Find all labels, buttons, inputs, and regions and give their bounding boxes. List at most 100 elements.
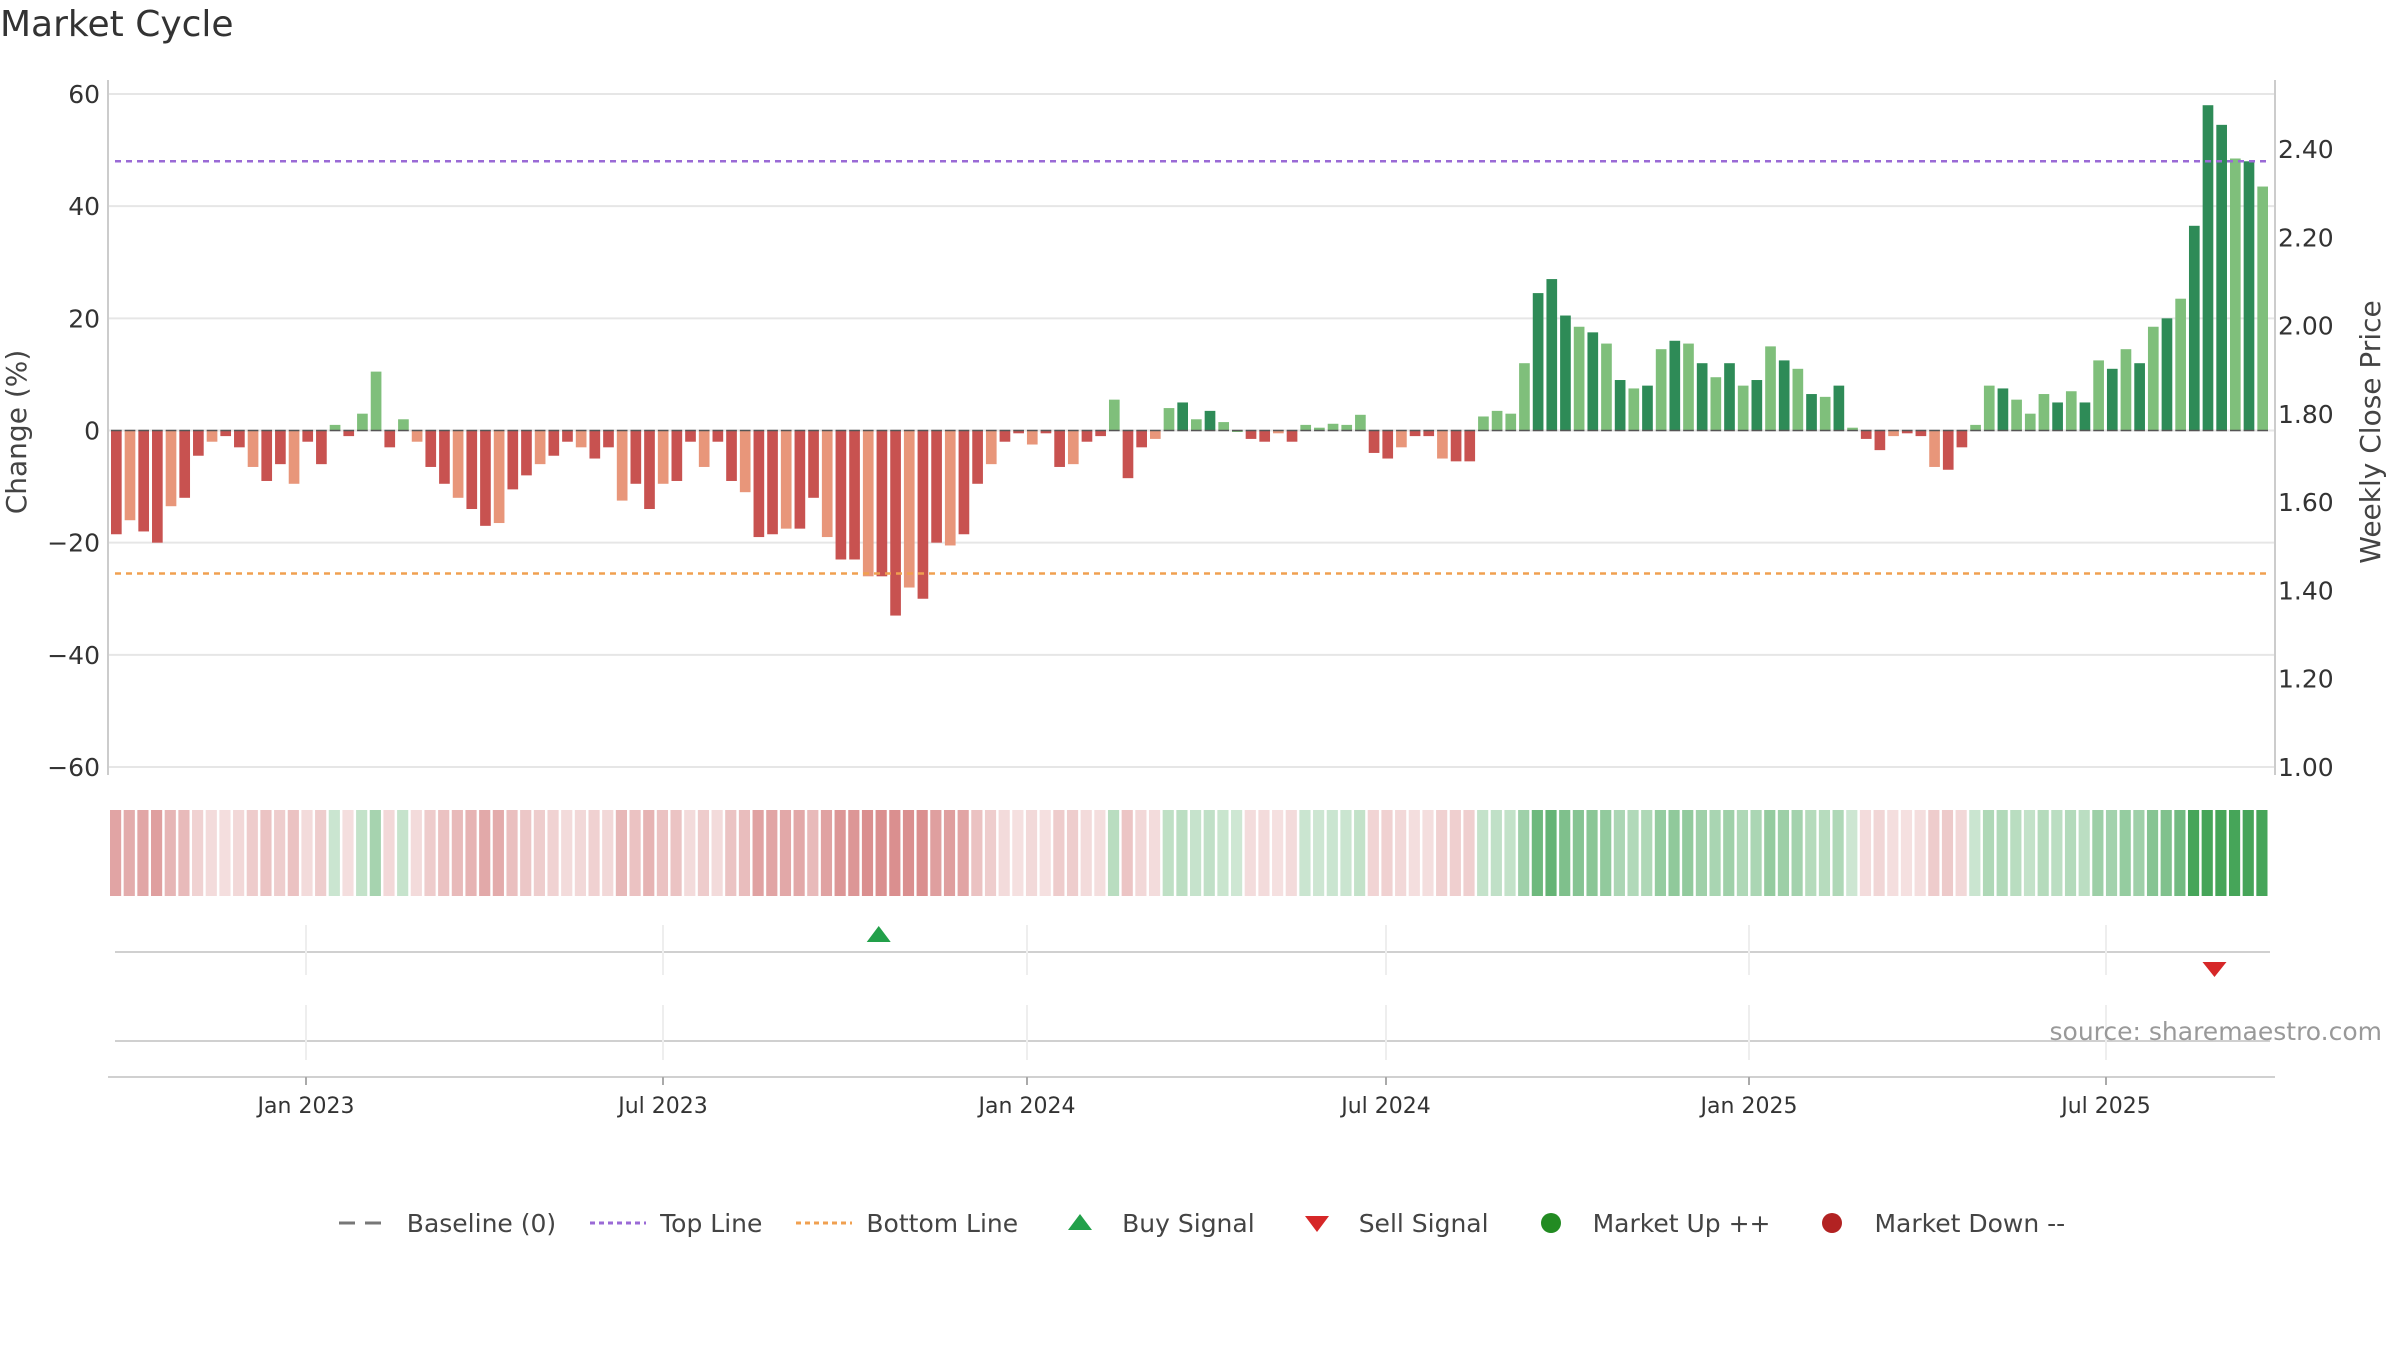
y-axis-label: Change (%)	[0, 350, 33, 515]
bar	[1929, 430, 1940, 467]
strip-cell	[1121, 810, 1133, 896]
strip-cell	[1436, 810, 1448, 896]
bar	[316, 430, 327, 465]
y-axis-left-ticks: 60 40 20 0 −20 −40 −60	[47, 80, 100, 782]
bar	[2065, 391, 2077, 431]
bar	[206, 430, 218, 442]
bar	[780, 430, 792, 529]
bar	[1026, 430, 1038, 445]
bar	[1136, 430, 1147, 448]
bar	[1915, 430, 1927, 437]
strip-cell	[315, 810, 327, 896]
strip-cell	[260, 810, 272, 896]
signal-markers	[108, 925, 2275, 1078]
x-axis-ticks: Jan 2023 Jul 2023 Jan 2024 Jul 2024 Jan 2025…	[256, 1077, 2151, 1119]
y2-axis-label: Weekly Close Price	[2354, 300, 2387, 563]
strip-cell	[2105, 810, 2118, 896]
strip-cell	[2092, 810, 2104, 896]
bar	[835, 430, 847, 560]
strip-cell	[930, 810, 942, 896]
bar	[1860, 430, 1872, 439]
strip-cell	[465, 810, 477, 896]
strip-cell	[1955, 810, 1967, 896]
bar	[411, 430, 423, 442]
strip-cell	[834, 810, 846, 896]
strip-cell	[807, 810, 819, 896]
dotted-purple-line-icon	[588, 1208, 648, 1238]
strip-cell	[110, 810, 122, 896]
bar	[193, 430, 204, 456]
strip-cell	[752, 810, 764, 896]
legend-label: Market Up ++	[1592, 1208, 1771, 1238]
bar	[1847, 427, 1858, 431]
bar	[985, 430, 997, 465]
strip-cell	[1395, 810, 1407, 896]
bar	[2038, 394, 2050, 431]
strip-cell	[246, 810, 258, 896]
strip-cell	[1996, 810, 2008, 896]
strip-cell	[424, 810, 436, 896]
strip-cell	[2133, 810, 2145, 896]
y-tick-label: 0	[84, 417, 100, 446]
bar	[1573, 326, 1585, 431]
bar	[2134, 363, 2145, 431]
bar	[958, 430, 970, 535]
bar	[890, 430, 901, 616]
bar	[1833, 385, 1845, 431]
strip-cell	[984, 810, 997, 896]
strip-cell	[1299, 810, 1311, 896]
strip-cell	[1777, 810, 1790, 896]
bar	[1532, 293, 1544, 431]
strip-cell	[615, 810, 627, 896]
bar	[1273, 430, 1284, 434]
up-triangle-icon	[1050, 1208, 1110, 1238]
legend-label: Bottom Line	[866, 1208, 1019, 1238]
bar	[1382, 430, 1394, 459]
strip-cell	[2078, 810, 2090, 896]
bar	[562, 430, 573, 442]
bar	[1245, 430, 1257, 439]
bar	[944, 430, 956, 546]
bar	[1300, 424, 1312, 431]
strip-cell	[656, 810, 669, 896]
strip-cell	[1627, 810, 1639, 896]
bar	[1423, 430, 1435, 437]
bar	[739, 430, 751, 493]
y-tick-label: 60	[68, 80, 100, 109]
strip-cell	[2160, 810, 2172, 896]
bar	[1437, 430, 1448, 459]
y-tick-label: −60	[47, 753, 100, 782]
strip-cell	[1873, 810, 1885, 896]
bar	[1655, 349, 1667, 431]
strip-cell	[1723, 810, 1735, 896]
bar	[876, 430, 888, 577]
strip-cell	[1217, 810, 1229, 896]
strip-cell	[192, 810, 204, 896]
y2-tick-label: 2.00	[2278, 312, 2334, 341]
bar	[1177, 402, 1188, 431]
strip-cell	[1080, 810, 1092, 896]
strip-cell	[1559, 810, 1571, 896]
legend-item: Market Down --	[1802, 1208, 2065, 1238]
strip-cell	[1682, 810, 1694, 896]
bar	[1519, 363, 1530, 431]
bar	[2120, 349, 2132, 431]
strip-cell	[1900, 810, 1913, 896]
bar	[1286, 430, 1298, 442]
bar	[329, 424, 341, 431]
legend-label: Market Down --	[1874, 1208, 2066, 1238]
strip-cell	[1477, 810, 1489, 896]
y2-tick-label: 2.40	[2278, 135, 2334, 164]
bar	[1778, 360, 1790, 431]
strip-cell	[219, 810, 231, 896]
bar	[2188, 225, 2200, 431]
strip-cell	[410, 810, 422, 896]
bar	[2147, 326, 2159, 431]
x-tick-label: Jul 2023	[616, 1094, 708, 1119]
y2-tick-label: 2.20	[2278, 223, 2334, 252]
strip-cell	[1313, 810, 1325, 896]
strip-cell	[492, 810, 504, 896]
strip-cell	[875, 810, 887, 896]
strip-cell	[1135, 810, 1147, 896]
